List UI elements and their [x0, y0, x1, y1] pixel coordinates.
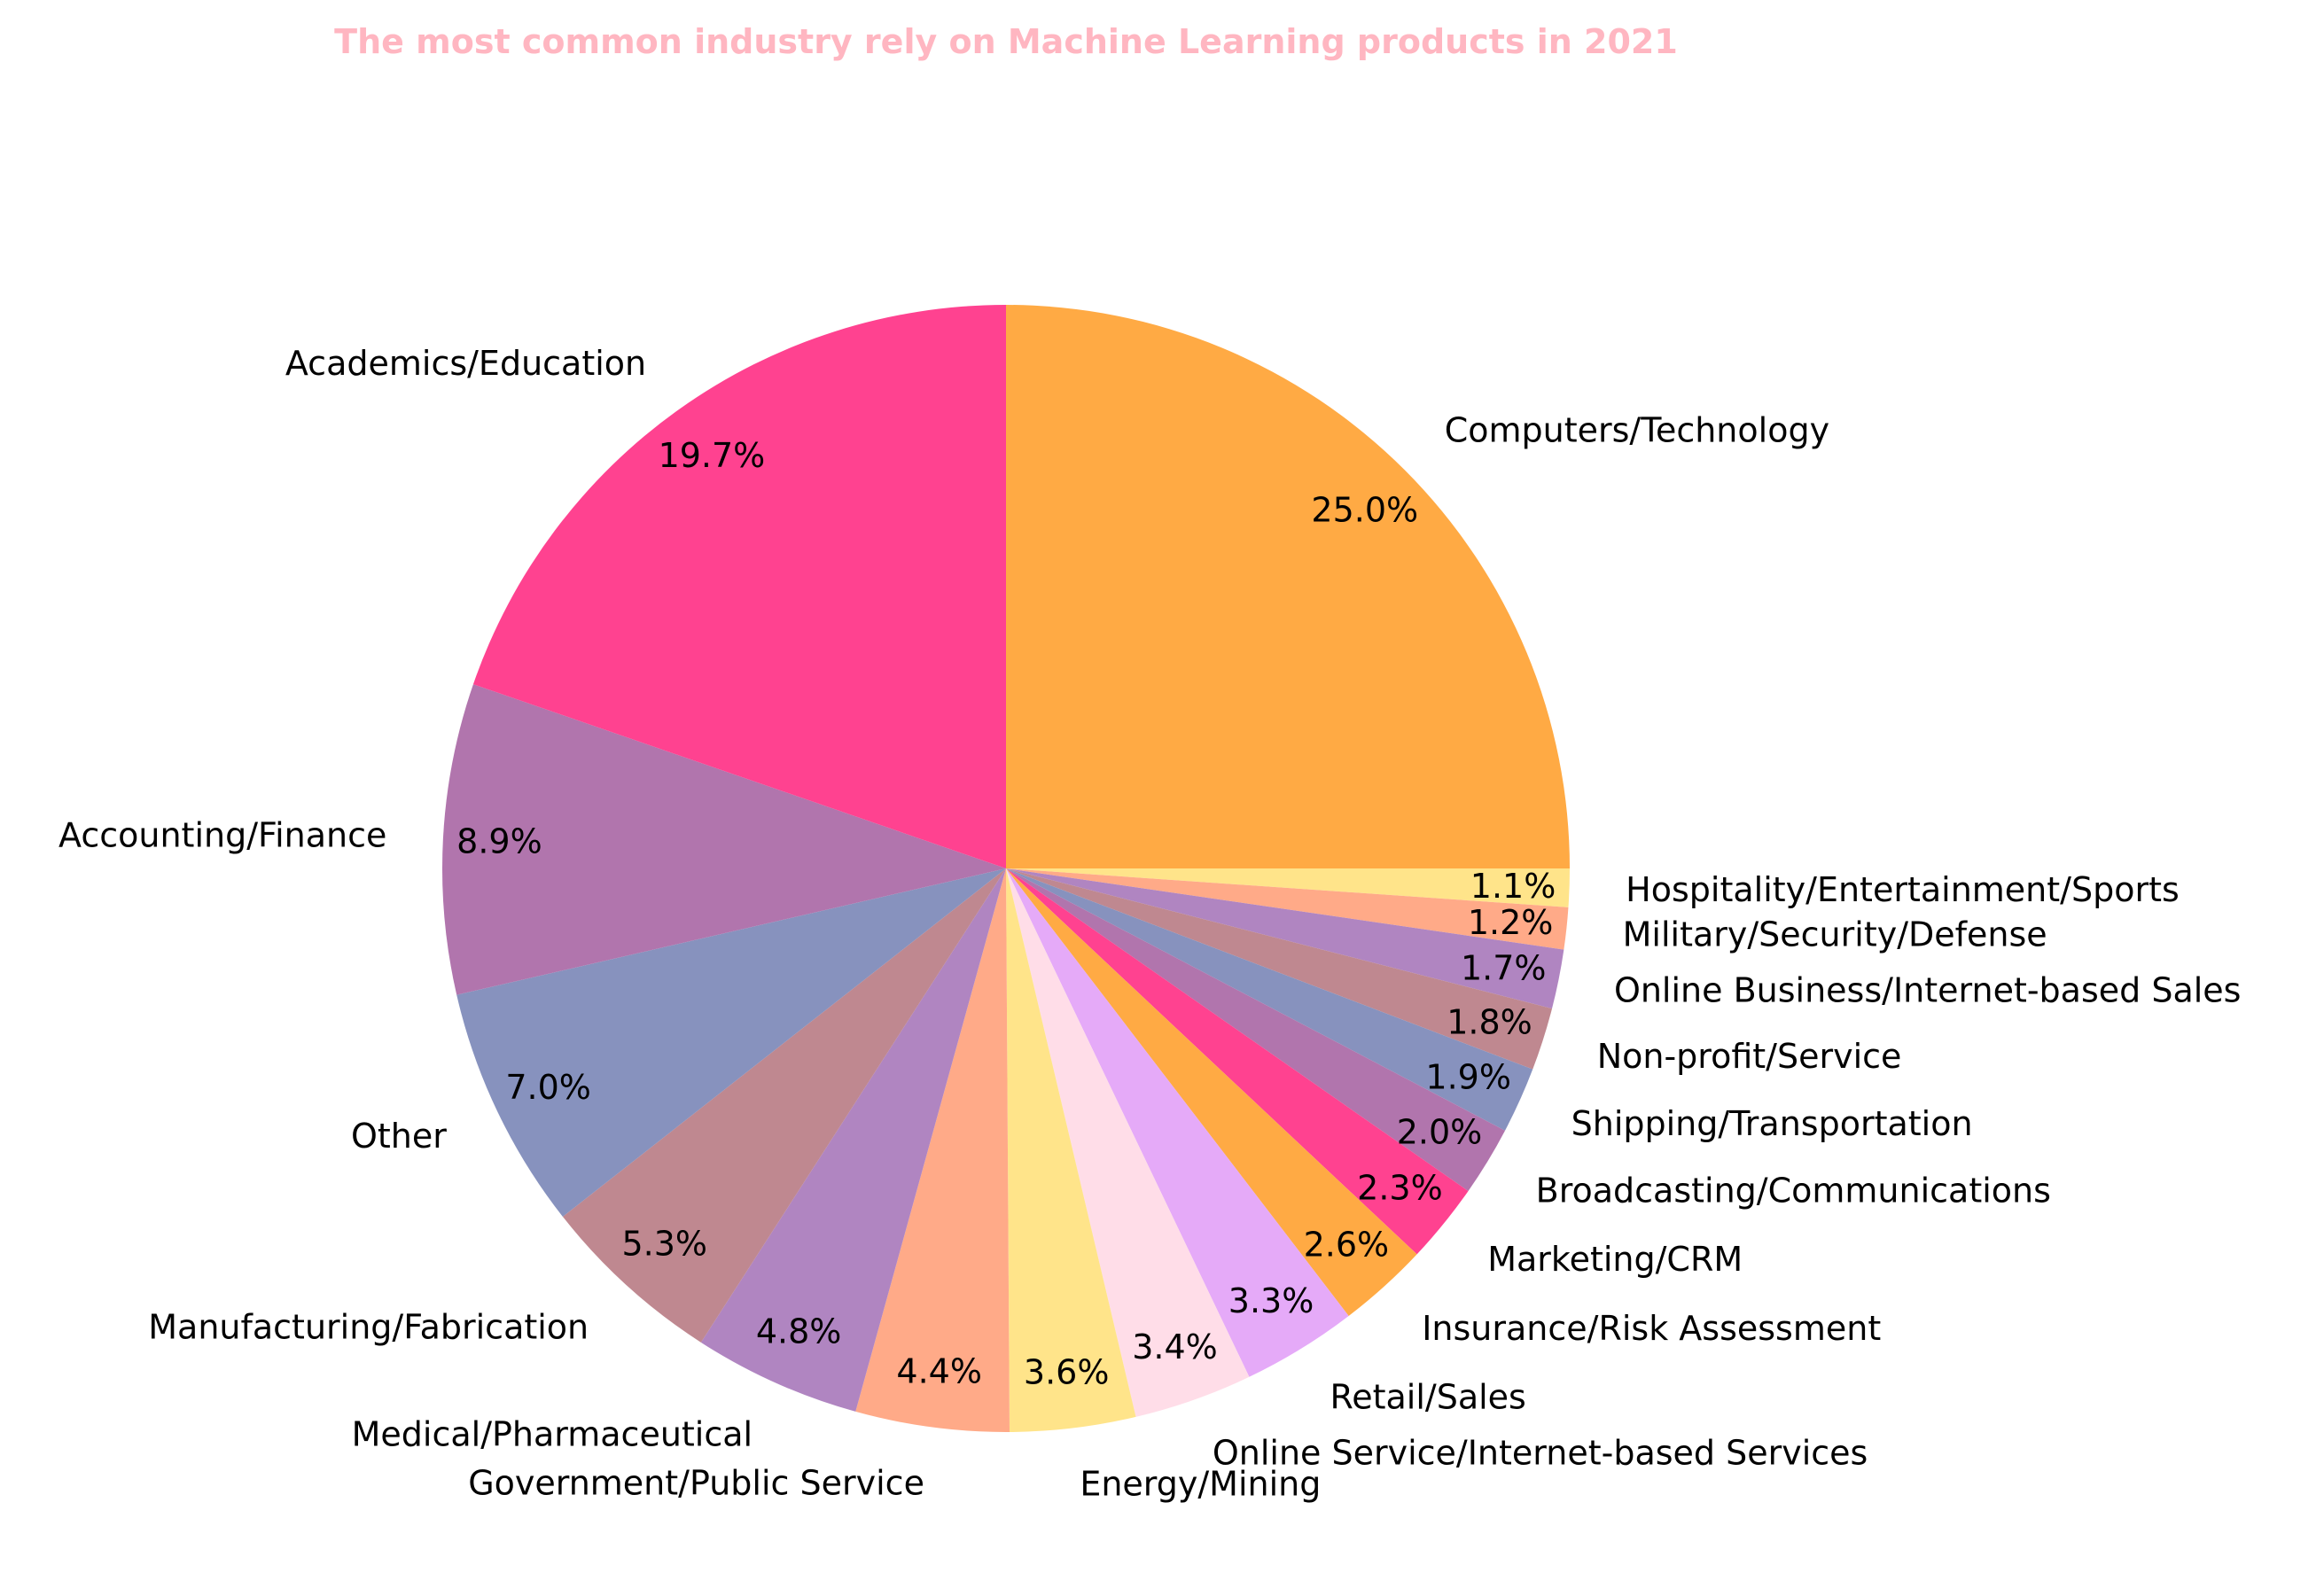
slice-percent-label: 5.3% [621, 1224, 707, 1263]
slice-percent-label: 2.0% [1397, 1113, 1483, 1152]
percent-labels-layer: 25.0% 1.1%1.2% 1.7% 1.8% 1.9% 2.0% 2.3% 2.6% 3.3… [456, 436, 1556, 1392]
slice-percent-label: 1.2% [1468, 903, 1554, 942]
slice-percent-label: 2.3% [1357, 1169, 1443, 1208]
slice-category-label: Online Service/Internet-based Services [1213, 1434, 1868, 1473]
slice-category-label: Government/Public Service [468, 1464, 924, 1503]
slices-layer [441, 304, 1570, 1433]
slice-category-label: Academics/Education [285, 344, 646, 383]
slice-category-label: Hospitality/Entertainment/Sports [1626, 870, 2180, 909]
slice-percent-label: 3.6% [1024, 1352, 1110, 1391]
pie-slice [456, 868, 1006, 1217]
slice-category-label: Other [351, 1117, 447, 1156]
pie-slice [855, 868, 1010, 1433]
pie-slice [700, 868, 1006, 1412]
slice-percent-label: 4.4% [896, 1351, 982, 1390]
pie-slice [1006, 868, 1136, 1432]
slice-percent-label: 3.3% [1228, 1281, 1314, 1320]
slice-percent-label: 2.6% [1304, 1226, 1390, 1265]
slice-percent-label: 3.4% [1132, 1327, 1218, 1366]
slice-category-label: Non-profit/Service [1597, 1037, 1902, 1076]
slice-percent-label: 1.7% [1461, 949, 1547, 988]
slice-category-label: Marketing/CRM [1487, 1240, 1743, 1279]
pie-slice [1006, 305, 1570, 868]
slice-category-label: Broadcasting/Communications [1536, 1172, 2051, 1211]
slice-category-label: Accounting/Finance [58, 816, 386, 855]
slice-category-label: Online Business/Internet-based Sales [1614, 971, 2242, 1010]
pie-slice [1006, 868, 1569, 950]
slice-percent-label: 4.8% [756, 1312, 842, 1351]
pie-slice [1006, 868, 1570, 907]
slice-category-label: Manufacturing/Fabrication [148, 1307, 589, 1346]
pie-slice [441, 684, 1006, 995]
pie-slice [1006, 868, 1250, 1417]
pie-slice [1006, 868, 1417, 1316]
slice-percent-label: 25.0% [1311, 490, 1418, 529]
slice-percent-label: 1.8% [1447, 1002, 1532, 1041]
pie-slice [1006, 868, 1469, 1255]
slice-category-label: Medical/Pharmaceutical [352, 1415, 753, 1454]
slice-category-label: Shipping/Transportation [1571, 1104, 1973, 1143]
pie-slice [472, 304, 1006, 868]
pie-slice [1006, 868, 1506, 1192]
slice-category-label: Computers/Technology [1445, 410, 1829, 449]
pie-slice [1006, 868, 1553, 1070]
pie-slice [1006, 868, 1564, 1009]
slice-category-label: Energy/Mining [1080, 1465, 1321, 1504]
pie-slice [1006, 868, 1533, 1131]
slice-percent-label: 7.0% [505, 1068, 591, 1107]
slice-category-label: Military/Security/Defense [1623, 915, 2047, 954]
slice-percent-label: 1.9% [1425, 1058, 1511, 1097]
slice-percent-label: 19.7% [659, 436, 766, 475]
pie-slice [1006, 868, 1349, 1377]
chart-title: The most common industry rely on Machine… [334, 22, 1678, 61]
pie-slice [562, 868, 1006, 1343]
slice-percent-label: 1.1% [1470, 867, 1556, 906]
slice-percent-label: 8.9% [456, 821, 542, 860]
slice-category-label: Retail/Sales [1330, 1378, 1526, 1417]
category-labels-layer: Computers/Technology Hospitality/Entertai… [58, 344, 2241, 1503]
slice-category-label: Insurance/Risk Assessment [1422, 1309, 1881, 1348]
